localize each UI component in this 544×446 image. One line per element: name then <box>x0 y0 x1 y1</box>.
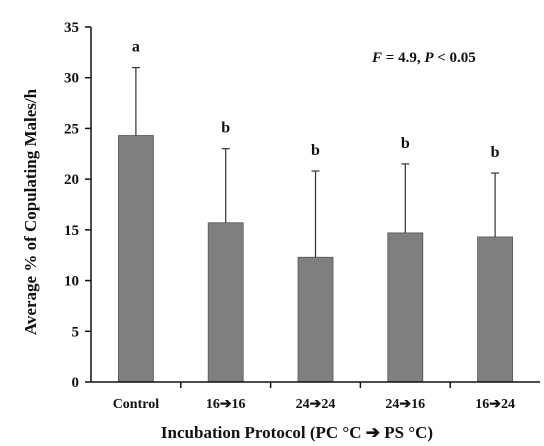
bar <box>477 236 514 383</box>
x-category-label: 24➔24 <box>296 397 336 412</box>
error-bars <box>131 66 500 258</box>
bar <box>118 135 154 383</box>
p-label: P <box>424 50 434 66</box>
significance-label: b <box>221 120 230 137</box>
y-tick-label: 5 <box>72 324 80 340</box>
y-tick-label: 35 <box>64 20 79 36</box>
significance-label: a <box>132 39 140 56</box>
x-category-label: 24➔16 <box>385 397 425 412</box>
bar <box>207 222 244 383</box>
f-label: F <box>371 50 382 66</box>
bar <box>297 256 334 383</box>
significance-label: b <box>401 135 410 152</box>
y-axis-title: Average % of Copulating Males/h <box>21 88 40 335</box>
significance-labels: a b b b b <box>132 39 500 161</box>
significance-label: b <box>311 142 320 159</box>
y-tick-label: 10 <box>64 274 79 290</box>
bar <box>387 232 424 383</box>
y-tick-label: 30 <box>64 71 79 87</box>
stat-annotation: F = 4.9, P < 0.05 <box>371 50 476 66</box>
y-tick-label: 25 <box>64 121 79 137</box>
x-axis-ticks: Control 16➔16 24➔24 24➔16 16➔24 <box>113 382 515 412</box>
y-tick-label: 15 <box>64 223 79 239</box>
significance-label: b <box>491 144 500 161</box>
f-value: = 4.9, <box>382 50 424 66</box>
p-value: < 0.05 <box>434 50 476 66</box>
x-category-label: Control <box>113 397 160 412</box>
y-axis-ticks: 0 5 10 15 20 25 30 35 <box>64 20 91 391</box>
x-category-label: 16➔16 <box>206 397 246 412</box>
y-tick-label: 20 <box>64 172 79 188</box>
x-category-label: 16➔24 <box>475 397 515 412</box>
y-tick-label: 0 <box>72 375 80 391</box>
x-axis-title: Incubation Protocol (PC °C ➔ PS °C) <box>161 423 433 442</box>
